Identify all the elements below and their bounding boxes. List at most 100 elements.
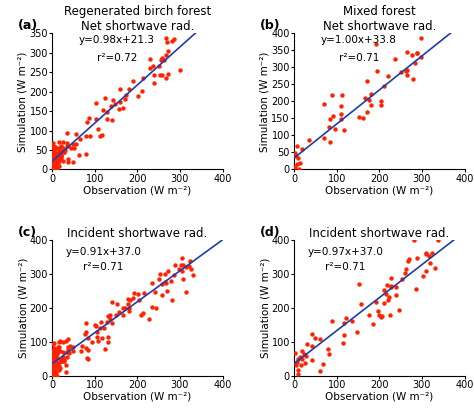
Point [328, 92, 336, 98]
Point [291, 150, 299, 156]
Point [363, 109, 371, 115]
Point [70, 344, 77, 351]
Point [52, 362, 59, 369]
Point [158, 291, 165, 298]
Point [372, 41, 380, 47]
Point [48, 150, 56, 156]
Point [49, 143, 57, 150]
Text: r²=0.71: r²=0.71 [83, 262, 123, 272]
Point [53, 353, 60, 360]
Point [50, 155, 58, 161]
Point [413, 50, 421, 56]
Point [51, 347, 58, 354]
Point [70, 348, 77, 354]
Point [139, 75, 147, 82]
Point [50, 348, 57, 354]
Point [61, 147, 69, 153]
Point [55, 158, 63, 164]
Point [137, 312, 145, 319]
Point [111, 101, 118, 107]
Point [73, 130, 80, 137]
Point [83, 354, 91, 361]
Point [49, 357, 57, 363]
Point [151, 289, 159, 296]
Text: (c): (c) [18, 226, 37, 239]
Point [383, 282, 391, 289]
Point [103, 116, 110, 122]
Point [108, 320, 116, 326]
Point [329, 113, 337, 120]
Point [190, 271, 197, 278]
Point [51, 153, 58, 160]
Point [380, 82, 387, 89]
Point [316, 335, 323, 342]
Point [368, 102, 375, 108]
Point [363, 77, 371, 84]
Point [49, 361, 56, 368]
Point [49, 156, 57, 163]
Point [119, 305, 127, 311]
Point [116, 105, 123, 112]
Point [84, 347, 92, 353]
Point [54, 364, 62, 370]
Point [328, 318, 336, 324]
Point [55, 363, 62, 370]
Point [48, 363, 56, 370]
Point [116, 99, 123, 106]
Point [60, 357, 68, 364]
Point [51, 370, 59, 376]
Point [59, 354, 66, 360]
Point [98, 335, 106, 342]
Point [178, 255, 186, 262]
Point [51, 351, 58, 357]
Point [155, 276, 162, 283]
Point [92, 99, 100, 106]
Point [138, 88, 146, 94]
Point [66, 343, 73, 349]
Point [56, 359, 64, 365]
Point [51, 144, 59, 150]
Point [104, 313, 112, 319]
Point [93, 333, 100, 340]
Point [325, 350, 332, 357]
Point [417, 35, 425, 41]
Point [178, 268, 186, 274]
Point [104, 338, 112, 345]
Point [50, 344, 57, 351]
Point [292, 349, 299, 356]
Point [384, 297, 392, 304]
Point [139, 310, 147, 317]
Point [101, 94, 109, 101]
Point [64, 344, 72, 350]
Point [50, 366, 57, 372]
Point [52, 367, 59, 373]
Point [409, 75, 417, 82]
Point [49, 153, 56, 159]
Point [50, 371, 57, 377]
Point [70, 145, 78, 151]
Point [59, 145, 67, 151]
Point [404, 71, 411, 78]
Point [48, 158, 56, 165]
Point [157, 57, 164, 64]
Point [54, 153, 62, 160]
Point [103, 319, 111, 326]
Point [354, 329, 361, 336]
Point [60, 358, 67, 364]
Point [365, 311, 373, 318]
Point [426, 260, 434, 267]
Point [100, 325, 108, 331]
Point [320, 135, 328, 142]
Point [130, 290, 138, 297]
Y-axis label: Simulation (W m⁻²): Simulation (W m⁻²) [260, 51, 270, 152]
Point [59, 358, 66, 364]
Point [337, 103, 345, 110]
Point [63, 338, 70, 344]
Point [49, 160, 57, 167]
Point [77, 348, 85, 355]
Point [82, 331, 89, 337]
Point [362, 95, 369, 102]
Point [331, 126, 339, 133]
Point [55, 338, 63, 345]
Point [392, 283, 400, 290]
